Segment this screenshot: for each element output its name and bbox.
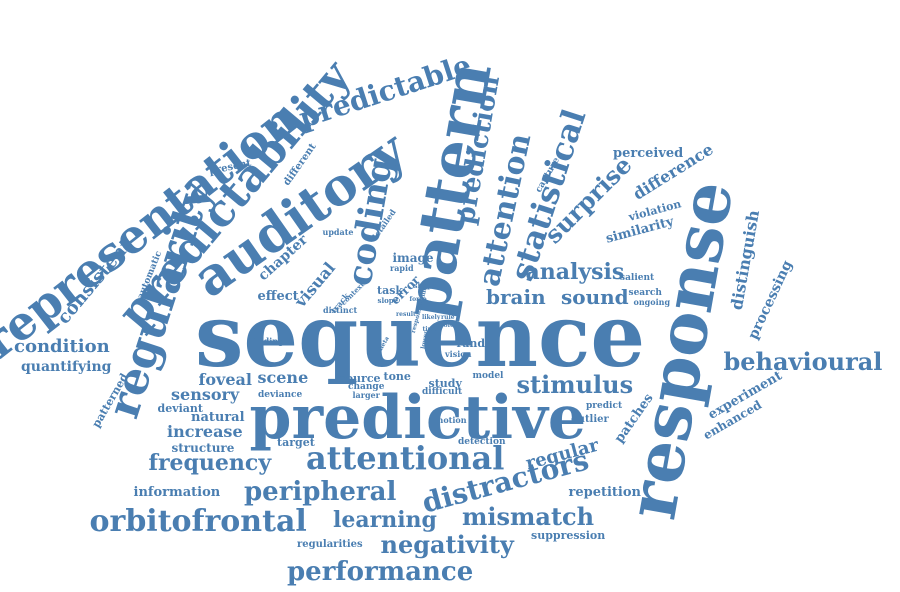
word-mismatch: mismatch bbox=[462, 502, 595, 531]
word-rapid: rapid bbox=[390, 263, 414, 273]
word-peripheral: peripheral bbox=[244, 477, 397, 507]
word-search: search bbox=[628, 287, 662, 298]
word-task: task bbox=[377, 283, 404, 297]
word-shape: shape bbox=[413, 280, 437, 290]
word-information: information bbox=[133, 484, 221, 500]
word-orbitofrontal: orbitofrontal bbox=[89, 504, 307, 539]
word-time: time bbox=[422, 326, 438, 333]
word-performance: performance bbox=[287, 557, 474, 587]
word-repetition: repetition bbox=[568, 484, 642, 500]
word-finding: finding bbox=[252, 336, 284, 346]
word-brain: brain bbox=[486, 285, 546, 309]
word-role: role bbox=[440, 322, 454, 329]
word-structure: structure bbox=[171, 441, 235, 455]
word-salient: salient bbox=[620, 272, 655, 283]
word-outlier: outlier bbox=[571, 414, 609, 425]
word-rule: rule bbox=[441, 314, 455, 321]
word-model: model bbox=[472, 370, 504, 381]
word-frequency: frequency bbox=[148, 450, 272, 476]
word-target: target bbox=[277, 435, 315, 449]
word-perceived: perceived bbox=[613, 145, 684, 161]
word-stimulus: stimulus bbox=[516, 370, 634, 399]
word-rand: rand bbox=[456, 336, 486, 350]
word-deviant: deviant bbox=[157, 401, 203, 415]
word-likely: likely bbox=[422, 314, 441, 321]
word-effect: effect bbox=[257, 288, 299, 304]
word-source: source bbox=[339, 371, 381, 385]
word-notion: notion bbox=[437, 415, 467, 425]
word-study: study bbox=[428, 376, 462, 390]
word-analysis: analysis bbox=[525, 259, 625, 285]
word-condition: condition bbox=[14, 336, 110, 357]
word-larger: larger bbox=[352, 390, 380, 400]
word-predict: predict bbox=[586, 400, 623, 411]
word-deviance: deviance bbox=[258, 389, 303, 400]
word-tone: tone bbox=[383, 369, 411, 383]
word-natural: natural bbox=[191, 409, 245, 425]
word-behavioural: behavioural bbox=[723, 347, 883, 376]
word-regularities: regularities bbox=[297, 539, 363, 550]
word-increase: increase bbox=[167, 422, 243, 441]
word-attentional: attentional bbox=[306, 439, 505, 477]
word-image: image bbox=[392, 251, 434, 265]
word-foveal: foveal bbox=[198, 370, 252, 389]
word-change: change bbox=[348, 381, 385, 392]
word-distinct: distinct bbox=[323, 305, 358, 315]
word-detection: detection bbox=[458, 436, 506, 447]
word-update: update bbox=[322, 227, 354, 237]
word-result: result bbox=[396, 311, 416, 318]
word-difficult: difficult bbox=[422, 386, 463, 397]
word-scene: scene bbox=[257, 368, 309, 387]
word-vision: vision bbox=[445, 349, 472, 359]
word-sensory: sensory bbox=[171, 385, 240, 404]
word-slope: slope bbox=[377, 295, 399, 305]
word-suppression: suppression bbox=[531, 528, 606, 542]
word-learning: learning bbox=[333, 507, 437, 533]
word-ongoing: ongoing bbox=[633, 297, 671, 307]
word-force: force bbox=[409, 296, 427, 303]
word-quantifying: quantifying bbox=[21, 359, 112, 375]
word-sound: sound bbox=[561, 285, 629, 309]
word-processing: processing bbox=[744, 258, 796, 342]
word-sequence: sequence bbox=[195, 286, 646, 387]
word-predictive: predictive bbox=[249, 383, 587, 453]
word-negativity: negativity bbox=[380, 530, 514, 559]
